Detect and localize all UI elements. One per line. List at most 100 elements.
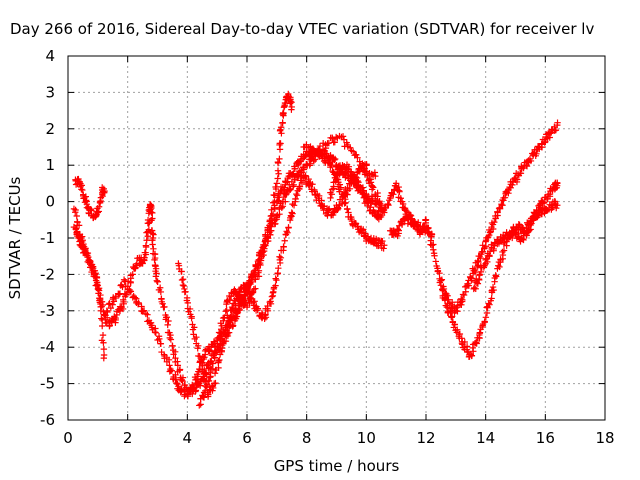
data-point-fill <box>113 311 121 319</box>
axis-ticks <box>67 55 606 421</box>
data-point-fill <box>154 278 161 285</box>
data-point-fill <box>272 275 279 282</box>
data-point-fill <box>271 192 278 199</box>
data-point-fill <box>309 145 316 153</box>
y-tick-label: 2 <box>45 120 55 138</box>
data-point-fill <box>474 280 482 287</box>
data-point-fill <box>472 285 479 293</box>
data-point-fill <box>168 367 175 374</box>
data-point-fill <box>498 200 505 208</box>
data-point-fill <box>203 371 210 378</box>
data-point-fill <box>84 252 91 259</box>
data-point-fill <box>195 342 202 350</box>
data-point-fill <box>331 155 339 163</box>
data-point-fill <box>439 285 446 293</box>
data-point-fill <box>470 348 477 355</box>
data-point-fill <box>124 283 132 290</box>
data-point-fill <box>260 241 268 249</box>
data-point-fill <box>264 302 271 310</box>
data-point-fill <box>178 376 185 383</box>
data-point-fill <box>418 227 425 235</box>
data-point-fill <box>186 305 194 313</box>
data-point-fill <box>211 354 218 362</box>
data-point-fill <box>361 193 368 200</box>
data-point-fill <box>260 251 267 259</box>
x-tick-label: 8 <box>302 429 312 447</box>
y-tick-label: -6 <box>40 411 55 429</box>
data-point-fill <box>279 119 286 126</box>
data-point-fill <box>190 331 197 338</box>
data-point-fill <box>255 273 263 280</box>
data-point-fill <box>254 306 261 314</box>
data-point-fill <box>500 247 508 254</box>
data-point-fill <box>104 308 111 316</box>
data-point-fill <box>234 310 241 317</box>
data-point-fill <box>217 325 225 333</box>
data-point-fill <box>145 226 153 233</box>
x-tick-label: 4 <box>183 429 193 447</box>
data-point-fill <box>451 321 458 328</box>
data-point-fill <box>221 314 228 321</box>
data-point-fill <box>348 215 355 223</box>
y-tick-label: 4 <box>45 47 55 65</box>
data-point-fill <box>499 248 506 256</box>
data-point-fill <box>120 298 127 306</box>
data-point-fill <box>236 306 243 314</box>
data-point <box>554 180 561 187</box>
data-point-fill <box>274 175 281 182</box>
data-point-fill <box>342 199 349 206</box>
data-point-fill <box>486 301 493 308</box>
data-point-fill <box>140 307 148 314</box>
data-point-fill <box>464 348 471 355</box>
data-point-fill <box>157 340 165 347</box>
data-point-fill <box>305 144 312 151</box>
data-point-fill <box>430 246 437 253</box>
data-point-fill <box>460 291 468 299</box>
x-tick-label: 2 <box>123 429 133 447</box>
data-point <box>142 249 149 256</box>
data-point-fill <box>198 356 205 363</box>
data-point-fill <box>471 266 479 274</box>
data-point-fill <box>276 155 283 163</box>
data-point <box>554 202 561 209</box>
data-point-fill <box>100 339 107 346</box>
data-point-fill <box>457 295 465 302</box>
data-point-fill <box>527 157 535 165</box>
y-tick-label: 0 <box>45 193 55 211</box>
data-point-fill <box>346 144 354 151</box>
data-point-fill <box>336 181 344 188</box>
data-point <box>213 340 221 347</box>
x-tick-label: 0 <box>63 429 73 447</box>
data-point-fill <box>268 206 275 213</box>
data-point-fill <box>144 311 151 318</box>
data-point-fill <box>441 295 449 303</box>
data-point-fill <box>158 295 165 303</box>
data-point-fill <box>528 220 535 227</box>
data-point-fill <box>119 283 126 291</box>
data-point-fill <box>216 333 224 341</box>
data-point-fill <box>79 237 86 244</box>
data-point-fill <box>486 229 494 236</box>
data-point-fill <box>151 328 159 336</box>
x-tick-label: 16 <box>536 429 555 447</box>
data-point-fill <box>183 294 191 302</box>
data-point-fill <box>491 218 498 226</box>
data-point-fill <box>119 305 127 313</box>
data-point-fill <box>96 198 104 205</box>
data-point <box>282 231 289 238</box>
data-point-fill <box>458 339 466 347</box>
data-point-fill <box>262 231 269 238</box>
data-point <box>378 202 385 209</box>
data-point-fill <box>354 177 361 185</box>
chart-title: Day 266 of 2016, Sidereal Day-to-day VTE… <box>10 20 594 38</box>
data-point-fill <box>290 181 297 188</box>
data-point-fill <box>459 296 466 304</box>
data-point-fill <box>424 225 431 232</box>
data-point-fill <box>179 377 186 385</box>
data-point-fill <box>318 148 325 156</box>
data-point-fill <box>112 316 119 324</box>
data-point-fill <box>344 205 351 213</box>
data-point-fill <box>534 213 541 221</box>
data-point-fill <box>331 139 339 146</box>
data-point-fill <box>153 270 160 277</box>
